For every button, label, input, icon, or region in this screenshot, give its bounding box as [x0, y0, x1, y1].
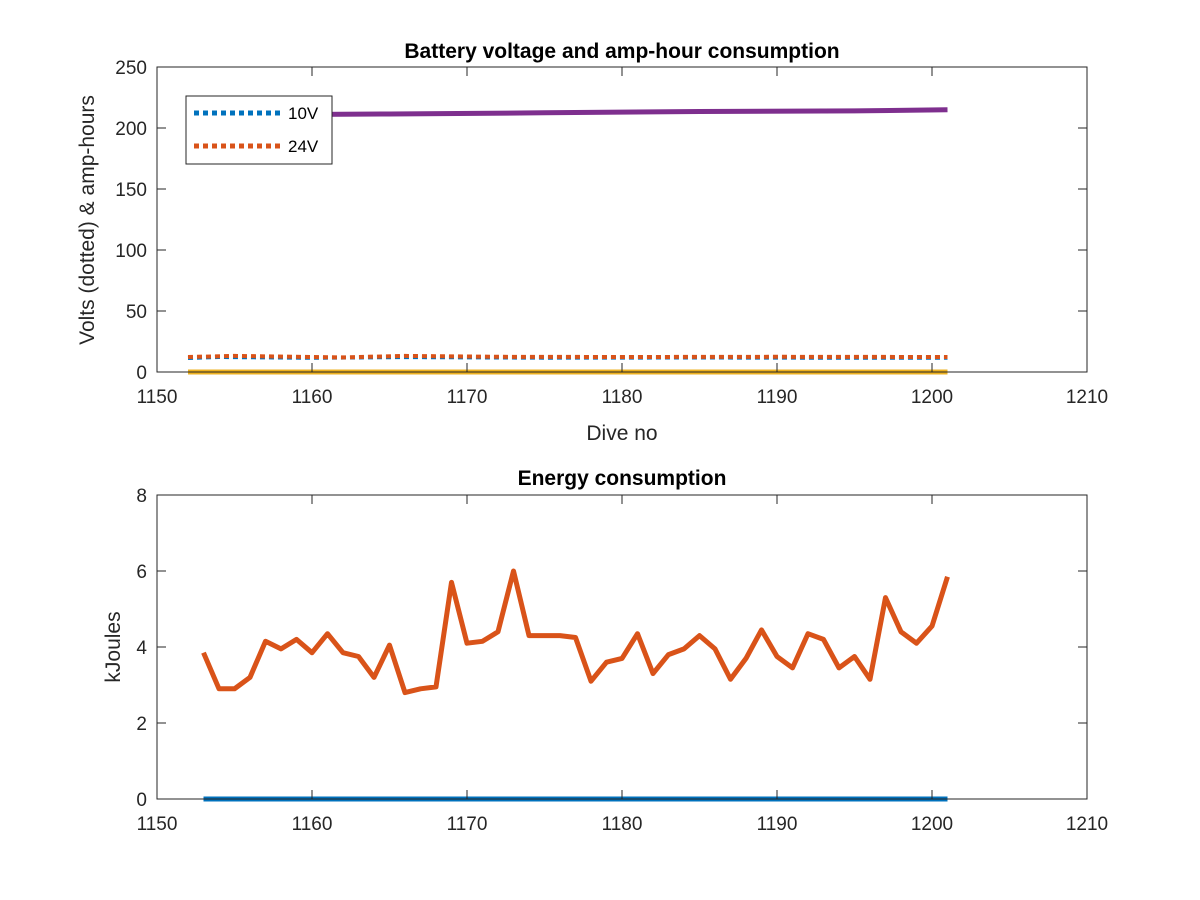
chart-title: Energy consumption	[518, 467, 727, 490]
y-tick-label: 200	[115, 119, 147, 140]
x-tick-label: 1180	[602, 814, 643, 835]
legend-box	[185, 95, 333, 165]
x-tick-label: 1190	[757, 387, 798, 408]
y-tick-label: 0	[136, 790, 147, 811]
y-tick-label: 100	[115, 241, 147, 262]
battery-voltage-chart: 1150 1160 1170 1180 1190 1200 1210 0 50 100 150 200…	[76, 40, 1108, 445]
chart-title: Battery voltage and amp-hour consumption	[404, 40, 839, 63]
y-tick-label: 2	[136, 714, 147, 735]
x-tick-label: 1180	[602, 387, 643, 408]
axes-box	[156, 66, 1088, 373]
x-tick-label: 1170	[447, 814, 488, 835]
x-tick-label: 1210	[1066, 387, 1108, 408]
y-tick-label: 8	[136, 486, 147, 507]
y-tick-label: 6	[136, 562, 147, 583]
series-line-24v	[187, 353, 948, 360]
x-tick-label: 1210	[1066, 814, 1108, 835]
y-tick-label: 0	[136, 363, 147, 384]
series-line-3	[280, 107, 948, 118]
x-tick-label: 1150	[137, 814, 178, 835]
x-tick-label: 1200	[911, 814, 953, 835]
legend-label-10v: 10V	[288, 104, 319, 123]
y-tick-label: 150	[115, 180, 147, 201]
legend-label-24v: 24V	[288, 137, 319, 156]
y-axis-label: Volts (dotted) & amp-hours	[76, 95, 99, 345]
x-axis-label: Dive no	[586, 422, 657, 445]
x-tick-label: 1150	[137, 387, 178, 408]
x-tick-label: 1200	[911, 387, 953, 408]
x-tick-label: 1170	[447, 387, 488, 408]
y-tick-label: 4	[136, 638, 147, 659]
legend: 10V 24V	[185, 95, 333, 165]
axis-ticks-group: 1150 1160 1170 1180 1190 1200 1210 0 50 100 150 200…	[115, 58, 1108, 408]
axis-ticks-group: 1150 1160 1170 1180 1190 1200 1210 0 2 4 6 8	[136, 486, 1108, 835]
energy-consumption-chart: 1150 1160 1170 1180 1190 1200 1210 0 2 4 6 8 Energy…	[102, 467, 1108, 835]
y-tick-label: 50	[126, 302, 147, 323]
y-axis-label: kJoules	[102, 611, 125, 682]
x-tick-label: 1160	[292, 814, 333, 835]
axes-box	[156, 494, 1088, 800]
series-line-1	[201, 568, 950, 696]
x-tick-label: 1160	[292, 387, 333, 408]
x-tick-label: 1190	[757, 814, 798, 835]
y-tick-label: 250	[115, 58, 147, 79]
plot-area	[157, 495, 1087, 799]
